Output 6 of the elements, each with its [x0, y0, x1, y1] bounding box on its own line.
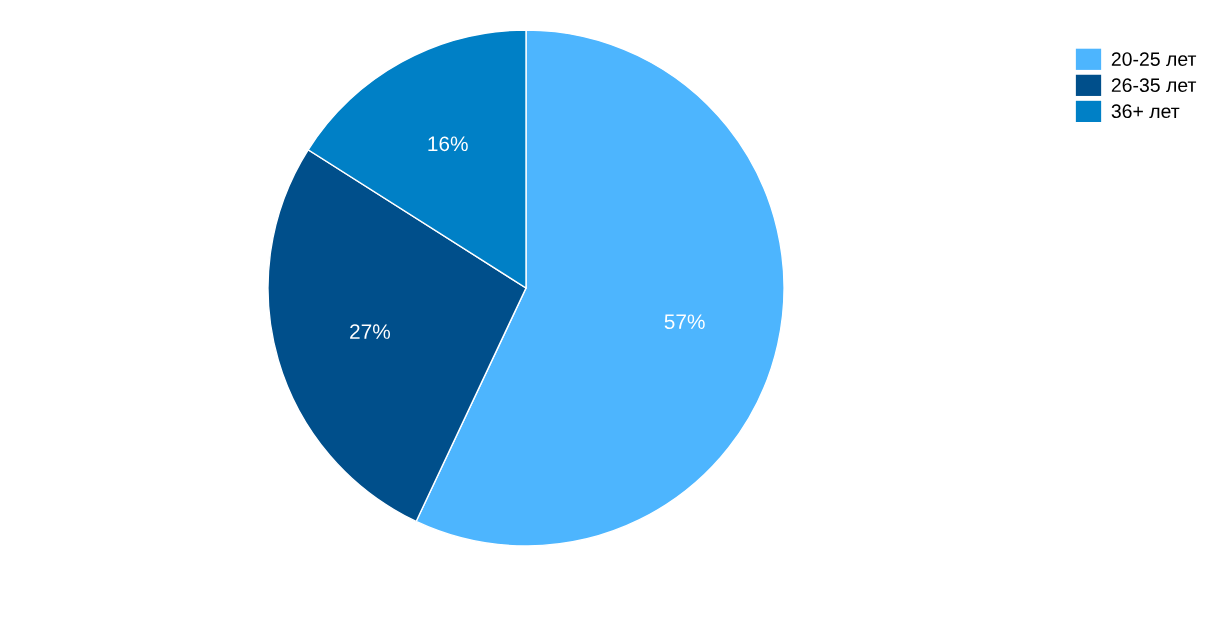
legend-label: 26-35 лет [1111, 78, 1197, 93]
data-label: 16% [428, 136, 468, 152]
data-label: 27% [350, 324, 391, 339]
data-label: 57% [664, 314, 705, 330]
legend-label: 36+ лет [1111, 104, 1180, 119]
legend-label: 20-25 лет [1111, 52, 1197, 66]
